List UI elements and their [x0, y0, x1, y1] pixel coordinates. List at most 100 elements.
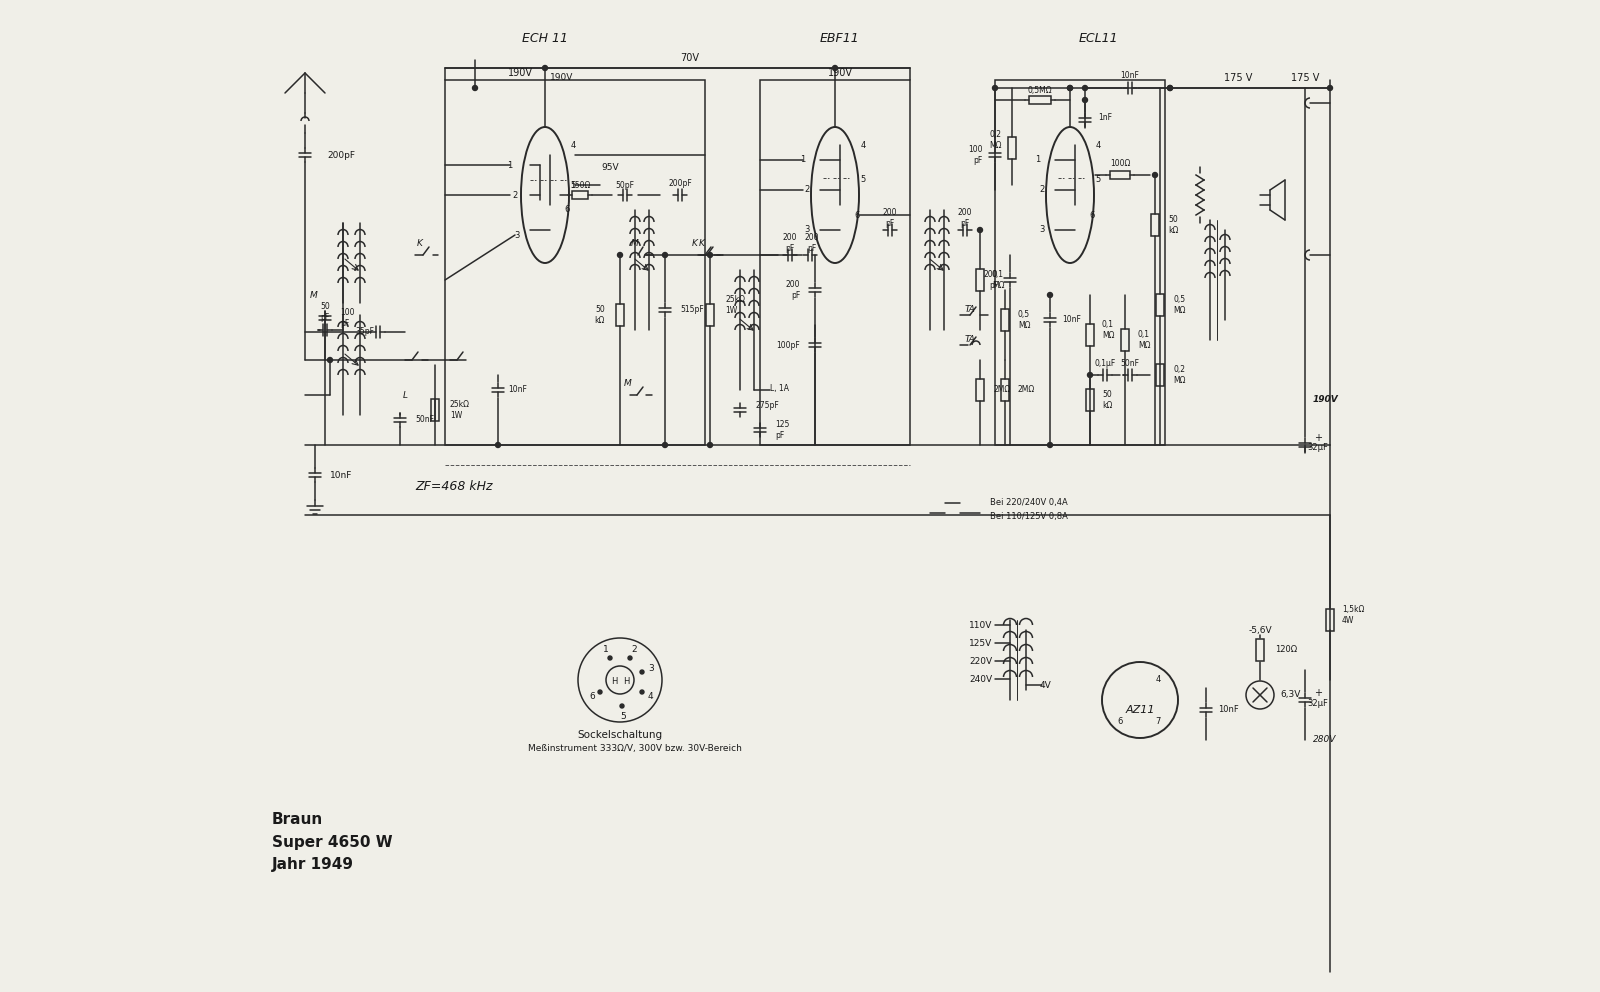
Circle shape: [707, 253, 712, 258]
Text: 4: 4: [1096, 141, 1101, 150]
Text: Bei 110/125V 0,8A: Bei 110/125V 0,8A: [990, 513, 1067, 522]
Text: 280V: 280V: [1314, 735, 1336, 745]
Text: ECH 11: ECH 11: [522, 32, 568, 45]
Text: 100pF: 100pF: [776, 340, 800, 349]
Text: 1: 1: [800, 156, 806, 165]
Text: 0,5
MΩ: 0,5 MΩ: [1173, 296, 1186, 314]
Text: 150Ω: 150Ω: [570, 181, 590, 189]
Text: Bei 220/240V 0,4A: Bei 220/240V 0,4A: [990, 499, 1067, 508]
Bar: [1122, 329, 1130, 351]
Circle shape: [832, 65, 837, 70]
Circle shape: [662, 442, 667, 447]
Circle shape: [1067, 85, 1072, 90]
Bar: [1256, 639, 1264, 661]
Text: 1: 1: [603, 645, 610, 654]
Text: Meßinstrument 333Ω/V, 300V bzw. 30V-Bereich: Meßinstrument 333Ω/V, 300V bzw. 30V-Bere…: [528, 743, 742, 753]
Text: 2: 2: [805, 186, 810, 194]
Text: H: H: [622, 678, 629, 686]
Bar: [976, 379, 984, 401]
Text: 50
kΩ: 50 kΩ: [1102, 390, 1112, 410]
Bar: [430, 399, 438, 421]
Text: +: +: [1314, 688, 1322, 698]
Circle shape: [472, 85, 477, 90]
Text: 50nF: 50nF: [1120, 358, 1139, 367]
Text: 100
pF: 100 pF: [968, 145, 982, 165]
Text: 5: 5: [861, 176, 866, 185]
Text: 0,1
MΩ: 0,1 MΩ: [1138, 330, 1150, 350]
Text: 4V: 4V: [1038, 681, 1051, 689]
Bar: [1155, 364, 1165, 386]
Text: 6: 6: [1090, 210, 1094, 219]
Text: 200
pF: 200 pF: [984, 270, 998, 290]
Text: 200pF: 200pF: [669, 179, 691, 187]
Text: 10nF: 10nF: [509, 386, 526, 395]
Text: 50
kΩ: 50 kΩ: [1168, 215, 1178, 235]
Bar: [1150, 214, 1158, 236]
Bar: [1002, 309, 1010, 331]
Text: K: K: [693, 238, 698, 247]
Text: ECL11: ECL11: [1078, 32, 1118, 45]
Bar: [1110, 171, 1130, 179]
Text: 4: 4: [1155, 676, 1160, 684]
Text: 6,3V: 6,3V: [1280, 690, 1301, 699]
Text: 50pF: 50pF: [616, 181, 635, 189]
Text: 70V: 70V: [680, 53, 699, 63]
Text: 10nF: 10nF: [1120, 71, 1139, 80]
Text: Super 4650 W: Super 4650 W: [272, 834, 392, 849]
Text: 110V: 110V: [968, 621, 992, 630]
Text: 515pF: 515pF: [680, 306, 704, 314]
Text: L: L: [403, 391, 408, 400]
Text: 1: 1: [507, 161, 512, 170]
Bar: [760, 80, 910, 445]
Text: 5: 5: [619, 712, 626, 721]
Circle shape: [1048, 442, 1053, 447]
Text: ZF=468 kHz: ZF=468 kHz: [414, 480, 493, 493]
Text: Sockelschaltung: Sockelschaltung: [578, 730, 662, 740]
Text: 4: 4: [570, 141, 576, 150]
Text: 3: 3: [1040, 225, 1045, 234]
Text: 1,5kΩ
4W: 1,5kΩ 4W: [1342, 605, 1365, 625]
Bar: [573, 191, 589, 199]
Text: 10nF: 10nF: [1218, 705, 1238, 714]
Text: 6: 6: [565, 205, 570, 214]
Text: H: H: [611, 678, 618, 686]
Text: TA: TA: [965, 306, 976, 314]
Text: 2: 2: [512, 190, 518, 199]
Bar: [1002, 379, 1010, 401]
Text: 4: 4: [648, 692, 654, 701]
Text: 5: 5: [570, 181, 576, 189]
Text: Jahr 1949: Jahr 1949: [272, 856, 354, 872]
Text: 200
pF: 200 pF: [805, 233, 819, 253]
Text: L, 1A: L, 1A: [771, 384, 789, 393]
Text: +: +: [1314, 433, 1322, 443]
Bar: [1086, 389, 1094, 411]
Text: 190V: 190V: [827, 68, 853, 78]
Text: 50nF: 50nF: [414, 416, 434, 425]
Text: 6: 6: [854, 210, 859, 219]
Text: 6: 6: [1117, 717, 1123, 726]
Text: 0,2
MΩ: 0,2 MΩ: [989, 130, 1002, 150]
Circle shape: [1083, 97, 1088, 102]
Text: 2: 2: [1040, 186, 1045, 194]
Text: 275pF: 275pF: [755, 401, 779, 410]
Text: 200
pF: 200 pF: [883, 208, 898, 228]
Text: 0,5
MΩ: 0,5 MΩ: [1018, 310, 1030, 329]
Text: 200
pF: 200 pF: [786, 281, 800, 300]
Text: 1: 1: [1035, 156, 1040, 165]
Text: 125
pF: 125 pF: [774, 421, 789, 439]
Text: 100Ω: 100Ω: [1110, 159, 1130, 168]
Text: Braun: Braun: [272, 812, 323, 827]
Bar: [976, 269, 984, 291]
Circle shape: [992, 85, 997, 90]
Circle shape: [1328, 85, 1333, 90]
Bar: [616, 304, 624, 326]
Circle shape: [542, 65, 547, 70]
Bar: [1008, 137, 1016, 159]
Text: 3: 3: [805, 225, 810, 234]
Text: M: M: [624, 379, 632, 388]
Text: 5: 5: [1096, 176, 1101, 185]
Text: 2: 2: [630, 645, 637, 654]
Text: 1nF: 1nF: [1098, 113, 1112, 122]
Text: 3: 3: [648, 665, 654, 674]
Circle shape: [1152, 173, 1157, 178]
